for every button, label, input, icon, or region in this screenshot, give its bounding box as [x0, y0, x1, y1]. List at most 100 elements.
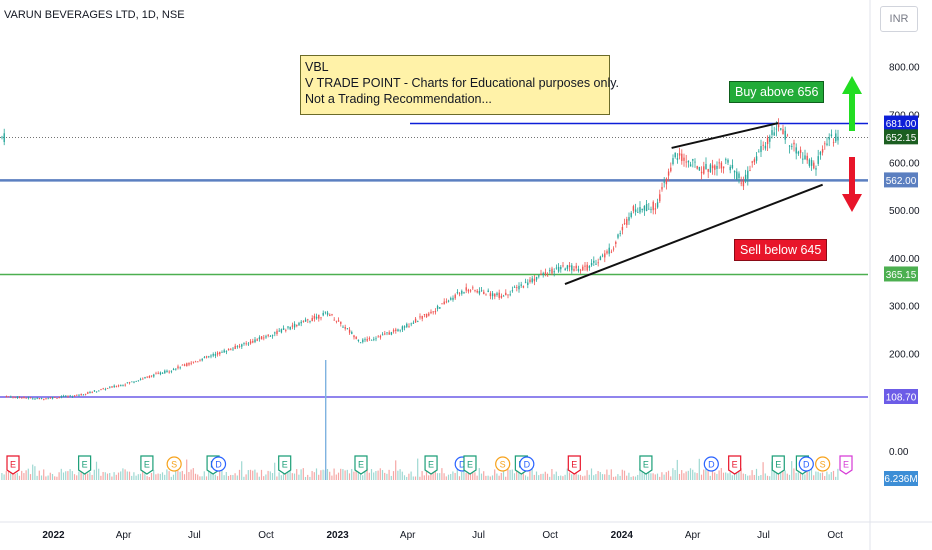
volume-bar	[29, 474, 32, 480]
volume-bar	[95, 461, 98, 480]
candle-body	[606, 251, 608, 254]
candle-body	[313, 315, 316, 319]
volume-bar	[263, 476, 265, 480]
volume-bar	[49, 472, 51, 480]
volume-bar	[80, 468, 82, 480]
volume-bar	[733, 470, 736, 480]
volume-bar	[568, 472, 571, 480]
volume-bar	[718, 470, 720, 480]
candle-body	[463, 292, 465, 293]
split-marker-icon	[495, 456, 511, 472]
candle-body	[610, 251, 613, 253]
candle-body	[208, 356, 210, 358]
candle-body	[557, 266, 560, 272]
candle-body	[571, 265, 573, 271]
volume-bar	[1, 473, 3, 480]
volume-bar	[542, 473, 544, 480]
level-tag	[884, 389, 918, 404]
volume-bar	[597, 471, 599, 480]
volume-bar	[377, 470, 379, 480]
candle-body	[388, 332, 390, 335]
volume-bar	[821, 472, 824, 480]
y-tick-label: 200.00	[889, 349, 920, 360]
candle-body	[474, 290, 476, 291]
dividend-marker-icon	[703, 456, 719, 472]
candle-body	[797, 151, 800, 154]
candle-body	[634, 209, 637, 212]
candle-body	[824, 143, 826, 145]
volume-bar	[203, 471, 205, 480]
volume-bar	[190, 469, 192, 480]
volume-bar	[769, 476, 771, 480]
candle-body	[368, 338, 371, 340]
candle-body	[375, 338, 377, 340]
earnings-marker-icon	[728, 455, 742, 475]
candle-body	[333, 319, 335, 321]
candle-body	[487, 290, 489, 293]
event-marker-letter: E	[82, 460, 88, 470]
candle-body	[443, 301, 445, 305]
candle-body	[529, 279, 531, 283]
candle-body	[16, 396, 19, 398]
volume-bar	[117, 472, 120, 480]
candle-body	[491, 293, 494, 297]
candle-body	[227, 348, 230, 351]
volume-bar	[434, 471, 436, 480]
candle-body	[505, 292, 507, 296]
candle-body	[430, 311, 432, 314]
candle-body	[353, 335, 355, 338]
volume-bar	[516, 469, 518, 480]
candle-body	[760, 146, 762, 152]
up-arrow-icon	[842, 76, 862, 131]
volume-bar	[612, 476, 615, 480]
candle-body	[815, 168, 817, 170]
volume-bar	[474, 472, 476, 480]
candle-body	[304, 319, 307, 322]
candle-body	[771, 130, 773, 135]
volume-bar	[32, 464, 34, 480]
volume-bar	[454, 472, 456, 480]
volume-bar	[751, 470, 753, 480]
candle-body	[210, 355, 212, 357]
candle-body	[12, 396, 14, 398]
volume-bar	[703, 469, 705, 480]
volume-bar	[617, 474, 619, 480]
candle-body	[454, 294, 456, 299]
candle-body	[707, 169, 709, 172]
candle-body	[348, 329, 351, 333]
event-marker-letter: E	[467, 460, 473, 470]
candle-body	[51, 397, 54, 399]
volume-bar	[736, 472, 738, 480]
candle-body	[806, 155, 808, 161]
volume-bar	[300, 469, 302, 480]
candle-body	[280, 329, 283, 333]
candle-body	[177, 366, 179, 369]
candle-body	[91, 392, 93, 394]
earnings-marker-icon	[78, 455, 92, 475]
candle-body	[100, 389, 102, 391]
volume-bar	[285, 472, 287, 480]
volume-bar	[89, 472, 91, 480]
currency-button[interactable]: INR	[880, 6, 918, 32]
volume-bar	[749, 475, 751, 480]
candle-body	[406, 323, 408, 327]
volume-bar	[73, 474, 76, 480]
candle-body	[791, 146, 793, 147]
candle-body	[478, 291, 481, 294]
volume-bar	[412, 476, 414, 480]
candle-body	[183, 364, 186, 366]
candle-body	[681, 153, 683, 161]
candle-body	[641, 208, 643, 211]
candle-body	[225, 351, 228, 353]
candle-body	[56, 398, 58, 399]
candle-body	[652, 201, 654, 211]
event-marker-letter: E	[144, 460, 150, 470]
candle-body	[410, 323, 412, 325]
volume-bar	[520, 470, 522, 480]
volume-bar	[423, 475, 425, 480]
volume-bar	[65, 471, 67, 480]
volume-bar	[144, 473, 146, 480]
candle-body	[612, 248, 615, 250]
event-marker-letter: S	[500, 460, 506, 470]
